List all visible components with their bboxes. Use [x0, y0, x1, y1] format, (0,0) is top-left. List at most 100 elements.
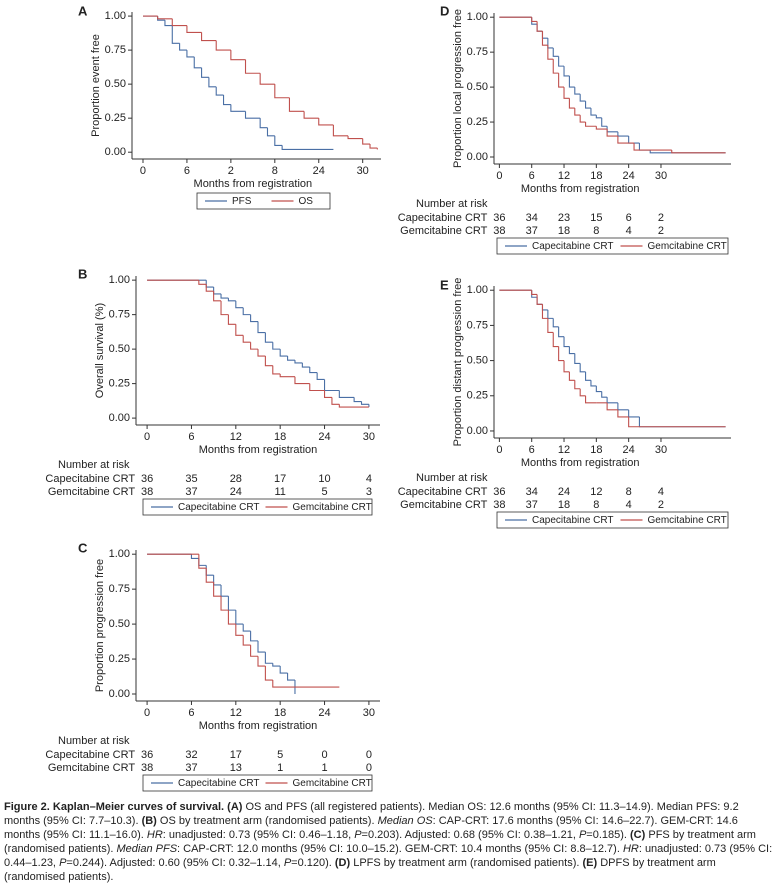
survival-step — [301, 362, 310, 368]
survival-step — [547, 318, 554, 333]
y-tick-label: 0.50 — [109, 618, 130, 630]
survival-step — [227, 314, 236, 325]
survival-step — [579, 115, 586, 123]
legend-label: Capecitabine CRT — [178, 502, 260, 513]
survival-step — [279, 373, 295, 378]
survival-step — [541, 304, 548, 311]
survival-step — [552, 59, 559, 74]
survival-step — [547, 38, 554, 49]
risk-count: 6 — [626, 212, 632, 224]
survival-step — [309, 367, 318, 374]
survival-step — [536, 297, 543, 305]
survival-step — [272, 680, 340, 688]
survival-step — [541, 304, 548, 319]
survival-step — [227, 596, 236, 611]
survival-step — [242, 335, 251, 343]
risk-count: 35 — [185, 473, 197, 485]
survival-step — [558, 346, 565, 362]
survival-step — [220, 596, 229, 611]
y-tick-label: 0.25 — [109, 378, 130, 390]
risk-count: 38 — [493, 499, 505, 511]
risk-row-name: Gemcitabine CRT — [400, 499, 487, 511]
survival-step — [563, 360, 570, 373]
y-tick-label: 0.75 — [467, 319, 488, 331]
survival-step — [531, 290, 538, 298]
survival-step — [242, 307, 251, 316]
survival-step — [360, 401, 369, 405]
risk-count: 0 — [366, 749, 372, 761]
survival-step — [250, 645, 258, 657]
y-tick-label: 1.00 — [109, 548, 130, 560]
survival-step — [264, 652, 273, 664]
x-tick-label: 24 — [623, 170, 635, 182]
y-tick-label: 0.50 — [467, 81, 488, 93]
survival-step — [590, 380, 597, 387]
y-tick-label: 0.00 — [105, 146, 126, 158]
y-tick-label: 0.75 — [109, 583, 130, 595]
risk-title: Number at risk — [416, 198, 488, 210]
survival-step — [266, 127, 275, 137]
risk-count: 8 — [593, 499, 599, 511]
survival-step — [568, 371, 575, 381]
risk-count: 36 — [493, 486, 505, 498]
survival-step — [574, 353, 581, 364]
y-axis-label: Proportion distant progression free — [452, 278, 464, 447]
survival-step — [272, 365, 281, 375]
survival-step — [287, 356, 295, 361]
survival-step — [198, 558, 207, 566]
caption-text: LPFS by treatment arm (randomised patien… — [350, 857, 583, 869]
survival-step — [323, 390, 332, 398]
survival-step — [179, 43, 187, 51]
survival-step — [601, 117, 608, 127]
risk-count: 32 — [185, 749, 197, 761]
panel-label: A — [78, 3, 88, 18]
survival-step — [193, 56, 202, 69]
x-axis-label: Months from registration — [199, 444, 318, 456]
survival-step — [568, 346, 575, 355]
survival-step — [235, 300, 244, 309]
survival-step — [287, 673, 295, 681]
survival-step — [250, 631, 258, 642]
y-tick-label: 1.00 — [467, 11, 488, 23]
risk-count: 5 — [321, 486, 327, 498]
risk-count: 0 — [366, 762, 372, 774]
caption-text: P — [59, 857, 67, 869]
risk-count: 3 — [366, 486, 372, 498]
risk-count: 0 — [321, 749, 327, 761]
caption-text: Figure 2. Kaplan–Meier curves of surviva… — [4, 801, 228, 813]
caption-text: OS by treatment arm (randomised patients… — [156, 815, 378, 827]
survival-step — [531, 290, 538, 295]
survival-step — [264, 666, 273, 681]
survival-step — [579, 388, 586, 397]
risk-count: 38 — [141, 762, 153, 774]
risk-count: 23 — [558, 212, 570, 224]
survival-step — [201, 32, 217, 42]
survival-step — [628, 136, 640, 144]
legend-box — [496, 511, 729, 529]
survival-step — [213, 291, 222, 302]
legend-label: Gemcitabine CRT — [293, 778, 372, 789]
caption: Figure 2. Kaplan–Meier curves of surviva… — [4, 800, 776, 884]
legend-box — [142, 774, 373, 792]
survival-step — [213, 287, 222, 295]
caption-text: HR — [622, 843, 639, 855]
survival-step — [574, 380, 581, 390]
survival-step — [316, 372, 325, 381]
survival-step — [213, 582, 222, 597]
x-tick-label: 24 — [318, 431, 330, 443]
legend-label: Gemcitabine CRT — [648, 515, 727, 526]
survival-step — [244, 59, 261, 74]
survival-step — [617, 136, 635, 144]
survival-step — [323, 379, 340, 392]
x-axis-label: Months from registration — [199, 720, 318, 732]
caption-text: Median OS — [377, 815, 433, 827]
survival-step — [303, 111, 319, 119]
survival-step — [186, 50, 195, 58]
survival-step — [201, 67, 209, 78]
risk-title: Number at risk — [416, 472, 488, 484]
risk-title: Number at risk — [58, 735, 130, 747]
survival-step — [171, 18, 187, 27]
legend-box — [142, 498, 373, 516]
survival-step — [347, 135, 363, 140]
